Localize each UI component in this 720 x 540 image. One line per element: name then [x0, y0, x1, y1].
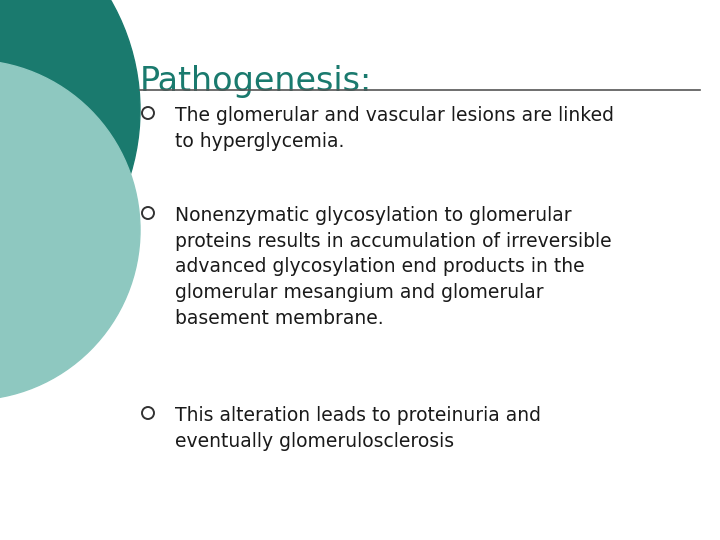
- Circle shape: [0, 0, 140, 330]
- Text: Nonenzymatic glycosylation to glomerular
proteins results in accumulation of irr: Nonenzymatic glycosylation to glomerular…: [175, 206, 611, 328]
- Text: This alteration leads to proteinuria and
eventually glomerulosclerosis: This alteration leads to proteinuria and…: [175, 406, 541, 451]
- Circle shape: [0, 60, 140, 400]
- Text: The glomerular and vascular lesions are linked
to hyperglycemia.: The glomerular and vascular lesions are …: [175, 106, 614, 151]
- Text: Pathogenesis:: Pathogenesis:: [140, 65, 372, 98]
